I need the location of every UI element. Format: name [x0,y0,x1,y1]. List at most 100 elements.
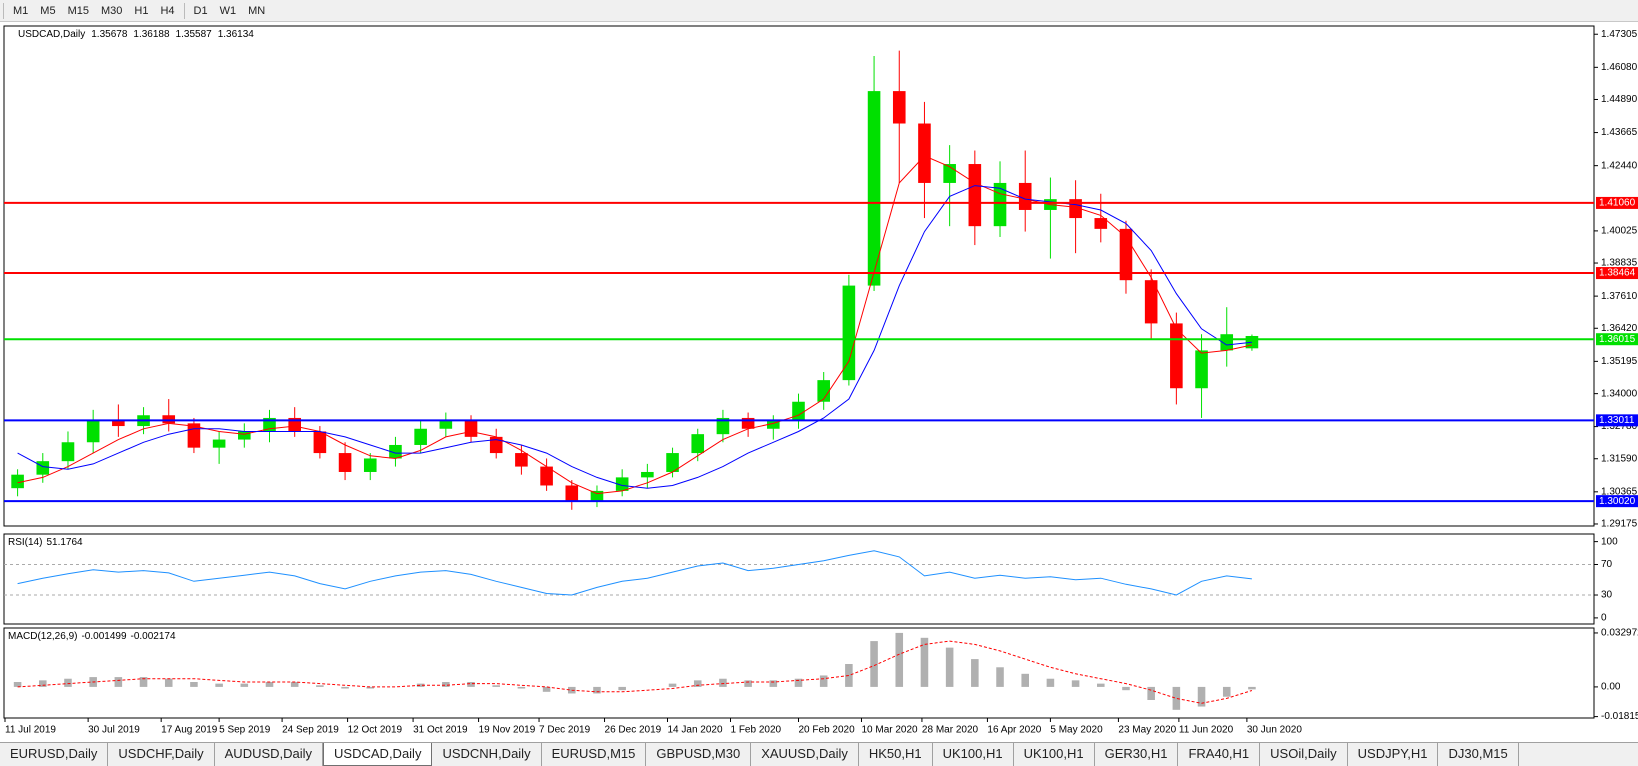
chart-tab[interactable]: USDJPY,H1 [1348,743,1439,766]
candle-body [313,431,327,454]
chart-tab[interactable]: EURUSD,M15 [542,743,647,766]
candle-body [792,401,805,421]
macd-bar [1046,678,1055,687]
chart-tab[interactable]: FRA40,H1 [1178,743,1261,766]
x-tick-label: 17 Aug 2019 [161,725,218,736]
macd-bar [316,685,324,687]
candle-body [389,444,402,459]
x-tick-label: 10 Mar 2020 [861,725,918,736]
candle-body [489,436,503,454]
y-tick-label: 1.37610 [1601,291,1638,302]
ohlc-close: 1.36134 [218,29,255,40]
macd-bar [870,641,878,687]
macd-bar [1172,686,1181,710]
chart-tab[interactable]: USDCNH,Daily [432,743,542,766]
macd-bar [13,682,22,687]
candle-body [892,91,906,124]
chart-tab[interactable]: USDCHF,Daily [108,743,215,766]
candle-body [363,458,377,472]
timeframe-button[interactable]: W1 [219,4,237,17]
candle-body [464,420,478,437]
macd-signal [17,640,1253,704]
chart-tab[interactable]: GER30,H1 [1095,743,1179,766]
chart-tab[interactable]: DJ30,M15 [1438,743,1519,766]
macd-bar [64,678,72,687]
indicator-header: MACD(12,26,9) -0.001499 -0.002174 [8,631,176,642]
macd-bar [1147,686,1155,700]
macd-bar [442,682,450,687]
candle-body [238,431,251,440]
candle-body [338,453,352,472]
level-label-box [1596,495,1638,508]
macd-bar [769,680,778,687]
chart-tab[interactable]: HK50,H1 [859,743,933,766]
candle-body [112,420,125,427]
timeframe-toolbar: M1 M5 M15 M30 H1 H4 D1 W1 MN [0,0,1638,22]
y-tick-label: 1.30365 [1601,486,1638,497]
indicator-name: MACD(12,26,9) [8,631,77,642]
timeframe-button[interactable]: M30 [100,4,123,17]
chart-tab[interactable]: UK100,H1 [1014,743,1095,766]
x-tick-label: 5 Sep 2019 [219,725,271,736]
y-tick-label: 0 [1601,613,1607,624]
timeframe-button[interactable]: MN [248,4,266,17]
ohlc-high: 1.36188 [133,29,170,40]
chart-tab[interactable]: UK100,H1 [933,743,1014,766]
macd-bar [996,667,1004,687]
macd-bar [920,637,929,687]
macd-bar [618,686,626,691]
timeframe-button[interactable]: H4 [160,4,175,17]
chart-tab[interactable]: USDCAD,Daily [323,743,433,766]
macd-bar [819,675,828,687]
x-tick-label: 24 Sep 2019 [282,725,339,736]
y-tick-label: 1.31590 [1601,453,1638,464]
chart-header: USDCAD,Daily 1.35678 1.36188 1.35587 1.36134 [18,29,254,40]
x-tick-label: 31 Oct 2019 [413,725,468,736]
candle-body [540,466,553,486]
timeframe-button[interactable]: M15 [67,4,89,17]
macd-bar [593,686,601,694]
macd-bar [164,678,173,687]
chart-tab[interactable]: GBPUSD,M30 [646,743,752,766]
macd-bar [693,680,702,687]
chart-tab[interactable]: EURUSD,Daily [0,743,109,766]
y-tick-label: 1.29175 [1601,519,1638,530]
y-tick-label: 1.40025 [1601,226,1638,237]
chart-tab[interactable]: AUDUSD,Daily [215,743,324,766]
y-tick-label: 0.00 [1601,682,1621,693]
chart-tab[interactable]: USOil,Daily [1260,743,1348,766]
y-tick-label: 1.36420 [1601,323,1638,334]
chart-tab[interactable]: XAUUSD,Daily [751,743,859,766]
level-label-box [1596,267,1638,280]
macd-bar [492,685,500,687]
indicator-name: RSI(14) [8,537,42,548]
macd-bar [744,680,752,687]
level-label: 1.41060 [1599,198,1636,209]
y-tick-label: 0.032972 [1601,628,1638,639]
timeframe-button[interactable]: M5 [40,4,56,17]
candle-body [716,417,730,435]
timeframe-button[interactable]: H1 [134,4,149,17]
level-label: 1.38464 [1599,268,1636,279]
x-tick-label: 30 Jul 2019 [88,725,140,736]
y-tick-label: 1.44890 [1601,94,1638,105]
macd-bar [1222,686,1231,697]
macd-bar [265,682,274,687]
macd-bar [895,632,904,687]
candle-body [993,182,1007,227]
x-tick-label: 5 May 2020 [1050,725,1103,736]
macd-bar [366,686,375,689]
candle-body [817,380,830,402]
level-label-box [1596,333,1638,346]
y-tick-label: 1.34000 [1601,388,1638,399]
candle-body [36,461,50,475]
timeframe-button[interactable]: M1 [13,4,29,17]
macd-bar [1021,673,1029,687]
y-tick-label: -0.01815 [1601,711,1638,722]
macd-bar [668,683,677,687]
candle-body [1245,335,1259,349]
chart-window: 1.47305 1.46080 1.44890 1.43665 1.42440 1.400… [0,22,1638,742]
macd-bar [215,683,223,687]
candle-body [212,439,226,448]
timeframe-button[interactable]: D1 [193,4,208,17]
